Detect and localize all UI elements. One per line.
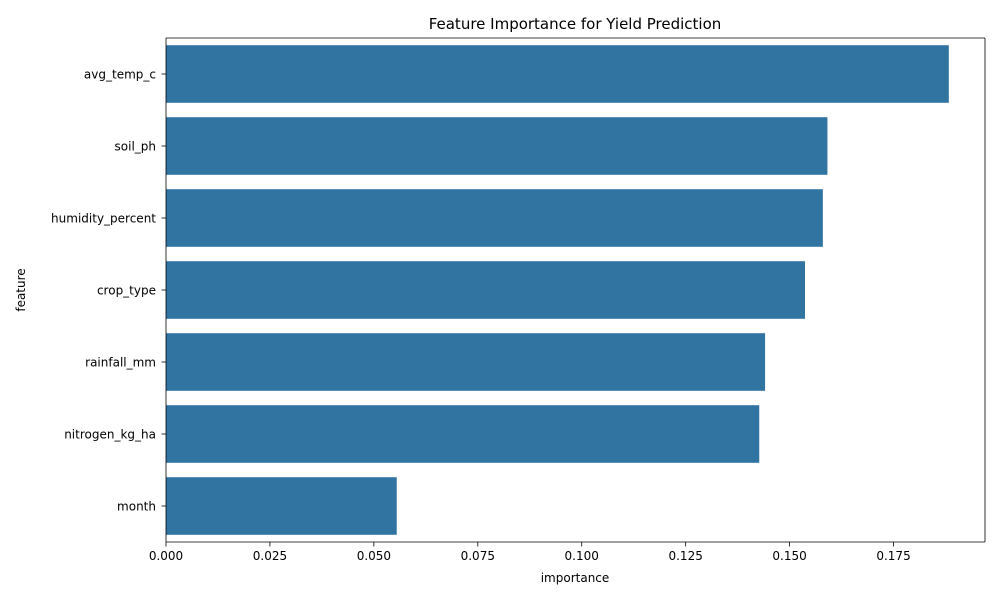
- bar-crop-type: [166, 261, 805, 319]
- bars-group: [166, 45, 949, 535]
- x-tick-label: 0.150: [772, 549, 806, 563]
- x-tick-label: 0.000: [149, 549, 183, 563]
- y-tick-label: avg_temp_c: [84, 68, 156, 82]
- bar-avg-temp-c: [166, 45, 949, 103]
- x-tick-label: 0.175: [876, 549, 910, 563]
- bar-rainfall-mm: [166, 333, 766, 391]
- bar-nitrogen-kg-ha: [166, 405, 760, 463]
- bar-soil-ph: [166, 117, 828, 175]
- x-tick-label: 0.075: [461, 549, 495, 563]
- x-axis-ticks: 0.000 0.025 0.050 0.075 0.100 0.125 0.150 0.175: [149, 542, 911, 563]
- y-axis-ticks: avg_temp_c soil_ph humidity_percent crop_ty…: [51, 68, 166, 514]
- x-tick-label: 0.125: [668, 549, 702, 563]
- y-axis-label: feature: [14, 268, 28, 311]
- chart-title: Feature Importance for Yield Prediction: [429, 15, 722, 33]
- y-tick-label: crop_type: [97, 284, 156, 298]
- x-tick-label: 0.050: [357, 549, 391, 563]
- y-tick-label: soil_ph: [115, 140, 156, 154]
- axes-frame: [165, 37, 986, 543]
- x-axis-label: importance: [541, 571, 610, 585]
- y-tick-label: month: [117, 500, 156, 514]
- y-tick-label: nitrogen_kg_ha: [64, 428, 156, 442]
- bar-month: [166, 477, 397, 535]
- x-tick-label: 0.025: [253, 549, 287, 563]
- y-tick-label: rainfall_mm: [85, 356, 156, 370]
- bar-humidity-percent: [166, 189, 823, 247]
- x-tick-label: 0.100: [565, 549, 599, 563]
- y-tick-label: humidity_percent: [51, 212, 156, 226]
